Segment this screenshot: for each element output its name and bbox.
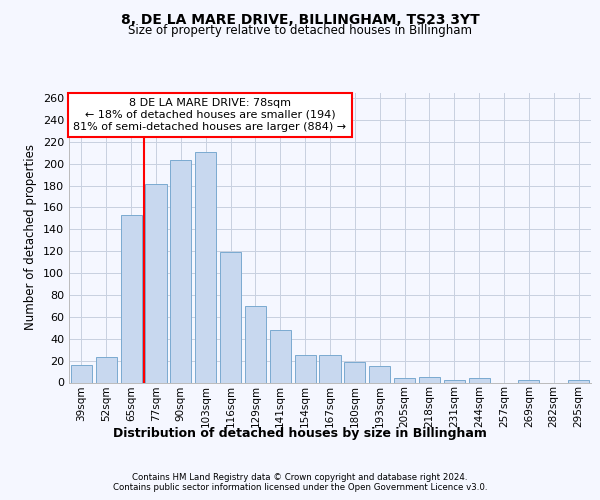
Bar	[96, 358, 117, 382]
Text: 8, DE LA MARE DRIVE, BILLINGHAM, TS23 3YT: 8, DE LA MARE DRIVE, BILLINGHAM, TS23 3Y…	[121, 12, 479, 26]
Text: Size of property relative to detached houses in Billingham: Size of property relative to detached ho…	[128, 24, 472, 37]
Bar	[344, 362, 365, 382]
Bar	[270, 330, 291, 382]
Bar	[394, 378, 415, 382]
Bar	[444, 380, 465, 382]
Bar	[568, 380, 589, 382]
Bar	[295, 355, 316, 382]
Bar	[71, 365, 92, 382]
Bar	[195, 152, 216, 382]
Text: Contains public sector information licensed under the Open Government Licence v3: Contains public sector information licen…	[113, 484, 487, 492]
Bar	[518, 380, 539, 382]
Text: Distribution of detached houses by size in Billingham: Distribution of detached houses by size …	[113, 428, 487, 440]
Y-axis label: Number of detached properties: Number of detached properties	[25, 144, 37, 330]
Bar	[145, 184, 167, 382]
Text: 8 DE LA MARE DRIVE: 78sqm
← 18% of detached houses are smaller (194)
81% of semi: 8 DE LA MARE DRIVE: 78sqm ← 18% of detac…	[73, 98, 347, 132]
Bar	[419, 377, 440, 382]
Bar	[170, 160, 191, 382]
Bar	[245, 306, 266, 382]
Bar	[121, 215, 142, 382]
Bar	[469, 378, 490, 382]
Bar	[220, 252, 241, 382]
Bar	[369, 366, 390, 382]
Bar	[319, 355, 341, 382]
Text: Contains HM Land Registry data © Crown copyright and database right 2024.: Contains HM Land Registry data © Crown c…	[132, 472, 468, 482]
